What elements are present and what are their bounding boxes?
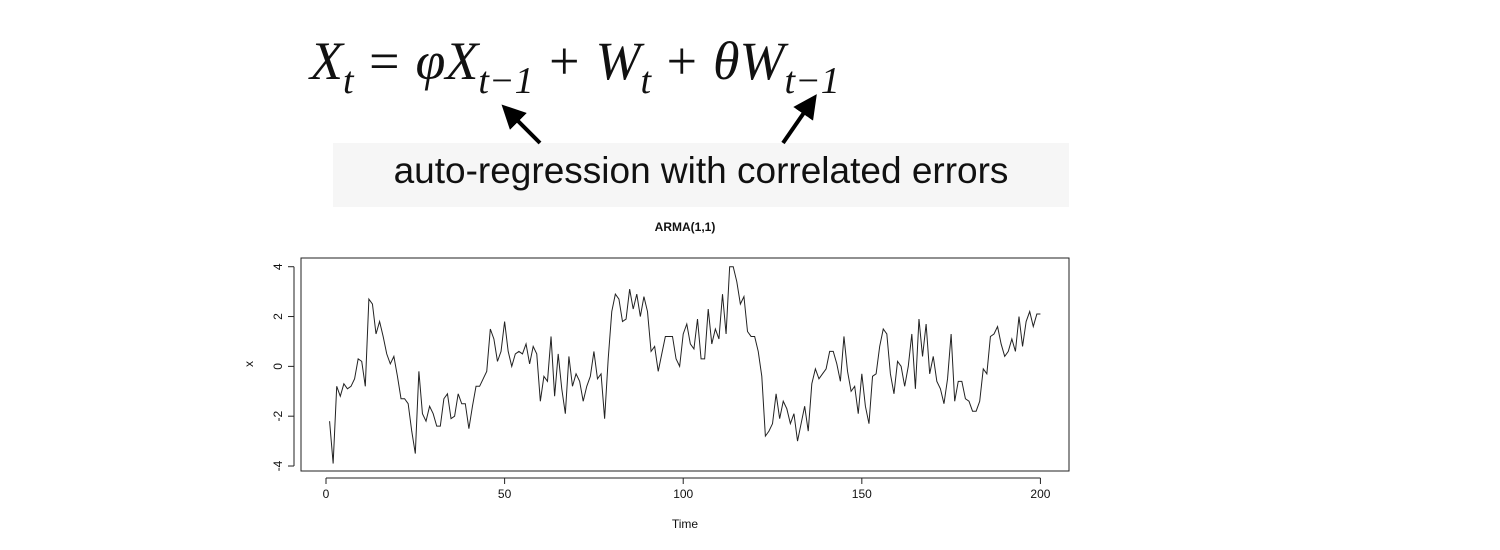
annotation-box	[333, 143, 1069, 207]
series-line	[329, 266, 1041, 464]
x-axis-label: Time	[672, 517, 699, 531]
y-tick-label: -4	[271, 460, 285, 471]
term-subscript: t	[343, 60, 354, 102]
x-tick-label: 100	[673, 487, 693, 501]
y-tick-label: 2	[271, 313, 285, 320]
equation-term: + Wt	[545, 31, 651, 102]
x-tick-label: 0	[323, 487, 330, 501]
x-tick-label: 50	[498, 487, 512, 501]
x-tick-label: 150	[852, 487, 872, 501]
x-tick-label: 200	[1030, 487, 1050, 501]
chart-title: ARMA(1,1)	[655, 220, 716, 234]
term-text: + θW	[663, 31, 785, 91]
term-text: X	[310, 31, 343, 91]
equation-term: Xt	[310, 31, 354, 102]
plot-frame	[300, 257, 1070, 472]
equation-term: = φXt−1	[365, 31, 534, 102]
term-subscript: t	[640, 60, 652, 102]
y-tick-label: 0	[271, 363, 285, 370]
arrow	[781, 94, 817, 145]
y-tick-label: -2	[271, 411, 285, 422]
term-subscript: t−1	[478, 60, 534, 102]
annotation: auto-regression with correlated errors	[393, 150, 1009, 191]
arrow	[501, 104, 542, 145]
y-tick-label: 4	[271, 263, 285, 270]
y-axis-label: x	[242, 361, 256, 367]
term-text: = φX	[365, 31, 479, 91]
term-text: + W	[545, 31, 641, 91]
